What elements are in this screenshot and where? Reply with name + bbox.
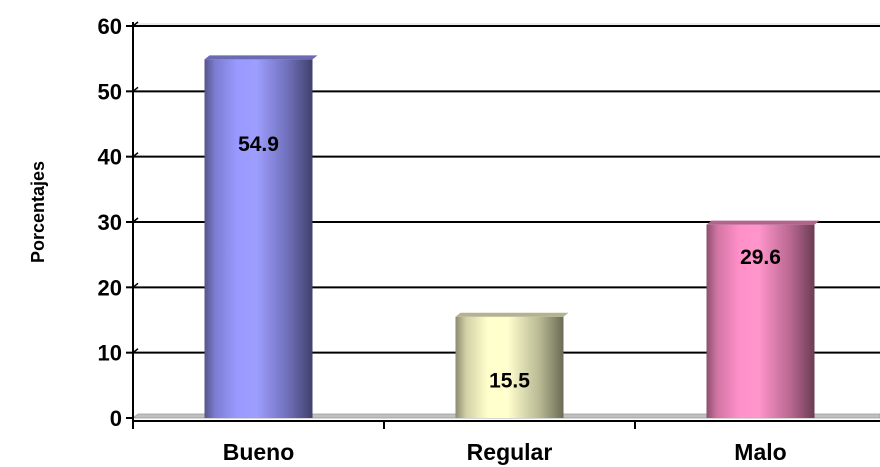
bar (706, 224, 815, 418)
data-label: 29.6 (740, 246, 781, 269)
y-tick-label: 20 (98, 275, 122, 300)
category-label: Malo (734, 439, 786, 465)
category-label: Regular (467, 439, 553, 465)
data-label: 15.5 (489, 369, 530, 392)
y-tick-label: 50 (98, 79, 122, 104)
axes (126, 22, 880, 429)
bar-top (455, 312, 569, 317)
bar (455, 316, 564, 418)
bar-top (706, 220, 820, 225)
y-tick-label: 60 (98, 14, 122, 39)
y-axis-title: Porcentajes (28, 161, 48, 263)
labels: 0 10 20 30 40 50 60 54.9 Bueno 15.5 Regular 29.6 Mal… (98, 14, 787, 465)
y-tick-label: 40 (98, 145, 122, 170)
y-tick-label: 10 (98, 341, 122, 366)
bar (204, 59, 313, 418)
category-label: Bueno (223, 439, 295, 465)
bars (204, 55, 820, 418)
data-label: 54.9 (238, 133, 279, 156)
bar-top (204, 55, 318, 60)
y-tick-label: 30 (98, 210, 122, 235)
y-tick-label: 0 (110, 406, 122, 431)
